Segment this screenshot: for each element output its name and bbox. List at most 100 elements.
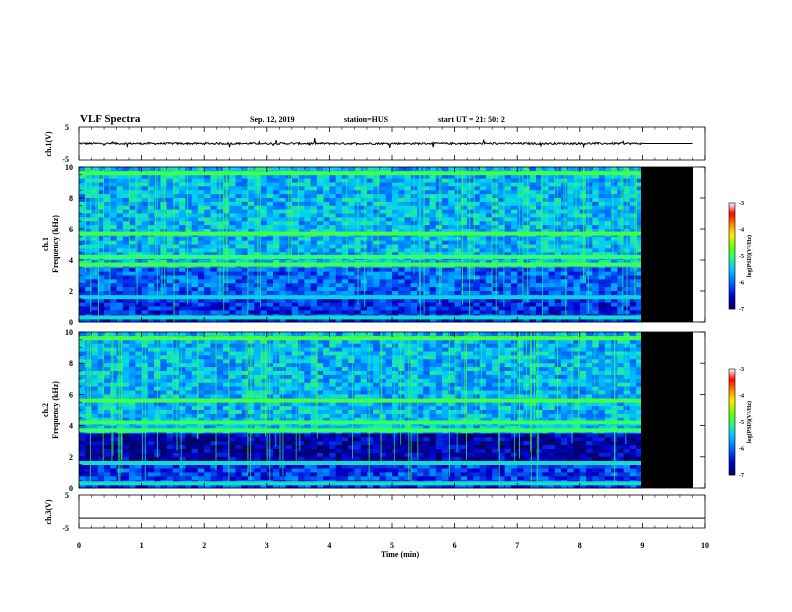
ch1-spec-cell	[110, 283, 117, 288]
ch2-spec-cell	[235, 355, 243, 360]
ch1-spec-cell	[429, 205, 437, 211]
ch1-spec-cell	[510, 190, 518, 195]
ch1-spec-cell	[398, 287, 405, 292]
ch1-spec-cell	[598, 302, 606, 307]
ch2-spec-cell	[304, 363, 312, 368]
ch2-spec-cell	[454, 339, 462, 345]
ch1-waveform-line	[79, 138, 643, 149]
ch1-spec-cell	[222, 271, 230, 276]
ch1-spec-cell	[147, 318, 155, 323]
ch1-spec-cell	[492, 248, 499, 253]
ch2-spec-cell	[398, 347, 405, 352]
ch1-spec-cell	[448, 244, 455, 249]
ch2-spec-cell	[310, 359, 318, 364]
ch1-spec-cell	[567, 279, 574, 284]
ch2-spec-cell	[97, 347, 105, 352]
ch1-spec-cell	[266, 298, 274, 304]
ch1-spec-cell	[492, 229, 499, 234]
ch2-spec-cell	[122, 374, 130, 380]
ch1-spec-cell	[385, 198, 393, 203]
ch2-spec-cell	[492, 355, 499, 360]
ch2-spec-cell	[535, 367, 543, 372]
ch1-spec-cell	[429, 240, 437, 245]
ch1-spec-cell	[398, 174, 405, 180]
ch2-spec-cell	[298, 351, 305, 356]
ch1-spec-cell	[442, 275, 449, 280]
ch1-spec-cell	[291, 306, 299, 311]
ch1-spec-cell	[147, 190, 155, 195]
ch2-spec-cell	[385, 355, 393, 360]
ch1-spec-cell	[479, 194, 487, 199]
ch2-spec-cell	[222, 339, 230, 345]
ch1-spec-cell	[185, 229, 193, 234]
ch2-spec-cell	[498, 371, 506, 376]
ch1-spec-cell	[172, 174, 180, 180]
ch1-spec-cell	[542, 229, 549, 234]
ch1-spec-cell	[561, 275, 568, 280]
ch2-spec-cell	[392, 339, 399, 345]
ch1-spec-cell	[298, 174, 305, 180]
ch1-spec-cell	[485, 229, 493, 234]
ch1-spec-cell	[629, 213, 637, 218]
ch1-spec-cell	[291, 248, 299, 253]
ch1-spec-cell	[636, 260, 643, 265]
ch2-spec-cell	[385, 378, 393, 384]
ch1-spec-cell	[222, 302, 230, 307]
ch1-spec-cell	[542, 244, 549, 249]
ch1-spec-cell	[611, 267, 618, 273]
ch1-spec-cell	[97, 291, 105, 296]
ch1-spec-cell	[598, 260, 606, 265]
ch2-spec-cell	[429, 363, 437, 368]
ch1-spec-cell	[592, 244, 599, 249]
ch2-spec-cell	[97, 382, 105, 387]
ch1-spec-cell	[210, 318, 218, 323]
ch2-spec-cell	[542, 355, 549, 360]
ch1-spec-cell	[479, 291, 487, 296]
ch1-spec-cell	[260, 240, 268, 245]
ch2-spec-cell	[561, 347, 568, 352]
ch1-spec-cell	[316, 209, 324, 214]
ch1-spec-cell	[341, 302, 349, 307]
ch1-spec-cell	[273, 248, 280, 253]
ch2-spec-cell	[567, 359, 574, 364]
ch1-spec-cell	[329, 279, 337, 284]
ch1-spec-cell	[241, 190, 249, 195]
ch2-spec-cell	[379, 332, 387, 337]
ch1-spec-cell	[392, 225, 399, 230]
ch2-spec-cell	[554, 343, 562, 348]
ch1-spec-cell	[586, 236, 593, 242]
ch2-spec-cell	[423, 343, 430, 348]
ch1-spec-cell	[517, 271, 524, 276]
ch1-spec-cell	[598, 213, 606, 218]
ch1-spec-cell	[567, 186, 574, 191]
ch1-spec-cell	[291, 174, 299, 180]
ch1-spec-cell	[172, 260, 180, 265]
ch1-spec-cell	[248, 225, 255, 230]
ch1-spec-cell	[360, 271, 368, 276]
ch2-spec-cell	[254, 343, 261, 348]
ch1-spec-cell	[517, 267, 524, 273]
ch1-spec-cell	[304, 252, 312, 257]
ch2-spec-cell	[629, 363, 637, 368]
ch1-spec-cell	[611, 248, 618, 253]
ch1-spec-cell	[116, 279, 124, 284]
ch1-spec-cell	[504, 248, 512, 253]
ch1-spec-cell	[485, 198, 493, 203]
ch1-spec-cell	[154, 302, 161, 307]
ch1-spec-cell	[366, 275, 374, 280]
ch1-spec-cell	[179, 167, 186, 172]
ch1-spec-cell	[110, 248, 117, 253]
ch2-spec-cell	[517, 339, 524, 345]
ch1-spec-cell	[385, 217, 393, 222]
ch2-spec-cell	[160, 378, 168, 384]
ch1-spec-cell	[110, 213, 117, 218]
ch1-spec-cell	[535, 217, 543, 222]
ch1-spec-cell	[279, 287, 286, 292]
ch1-spec-cell	[561, 318, 568, 323]
ch1-spec-cell	[398, 178, 405, 183]
ch2-spec-cell	[210, 351, 218, 356]
ch1-spec-cell	[341, 217, 349, 222]
ch1-spec-cell	[260, 178, 268, 183]
ch2-spec-cell	[285, 363, 293, 368]
ch1-spec-cell	[141, 217, 149, 222]
